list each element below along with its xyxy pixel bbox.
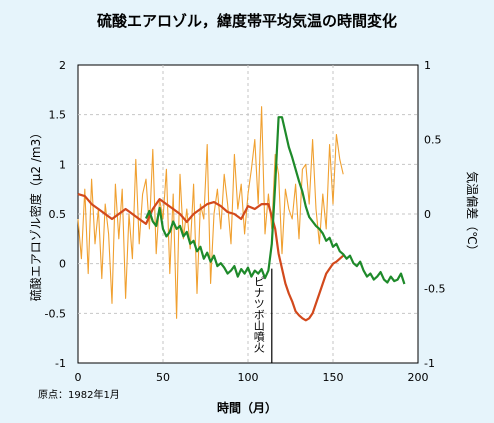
eruption-annotation: ピナツボ山噴火: [252, 275, 265, 352]
series-line-2: [77, 193, 344, 322]
y-tick-label-right: -1: [424, 357, 435, 370]
series-line-1: [77, 106, 344, 319]
series-line-3: [144, 116, 406, 285]
y-tick-label-left: 1: [59, 158, 66, 171]
x-tick-label: 200: [408, 371, 429, 384]
y-tick-label-right: 0: [424, 208, 431, 221]
x-tick-label: 100: [238, 371, 259, 384]
y-tick-label-left: -0.5: [45, 307, 66, 320]
x-tick-label: 50: [156, 371, 170, 384]
x-axis-label: 時間（月）: [217, 400, 277, 415]
x-tick-label: 150: [323, 371, 344, 384]
series-group: [77, 106, 406, 322]
y-axis-label-left: 硫酸エアロゾル密度（μ2 /m3）: [28, 127, 43, 301]
y-tick-label-right: 1: [424, 59, 431, 72]
origin-note: 原点：1982年1月: [38, 388, 120, 401]
y-tick-label-left: 0: [59, 258, 66, 271]
y-tick-label-right: 0.5: [424, 134, 442, 147]
y-tick-label-left: 0.5: [49, 208, 67, 221]
chart-title: 硫酸エアロゾル，緯度帯平均気温の時間変化: [97, 12, 397, 30]
y-tick-label-left: 1.5: [49, 109, 67, 122]
tick-labels: 0 50 100 150 200-1-0.500.511.52-1-0.500.51: [45, 59, 446, 384]
grid: [78, 65, 418, 363]
x-tick-label: 0: [75, 371, 82, 384]
y-tick-label-right: -0.5: [424, 283, 445, 296]
y-tick-label-left: -1: [55, 357, 66, 370]
y-tick-label-left: 2: [59, 59, 66, 72]
y-axis-label-right: 気温偏差（℃）: [465, 171, 480, 256]
